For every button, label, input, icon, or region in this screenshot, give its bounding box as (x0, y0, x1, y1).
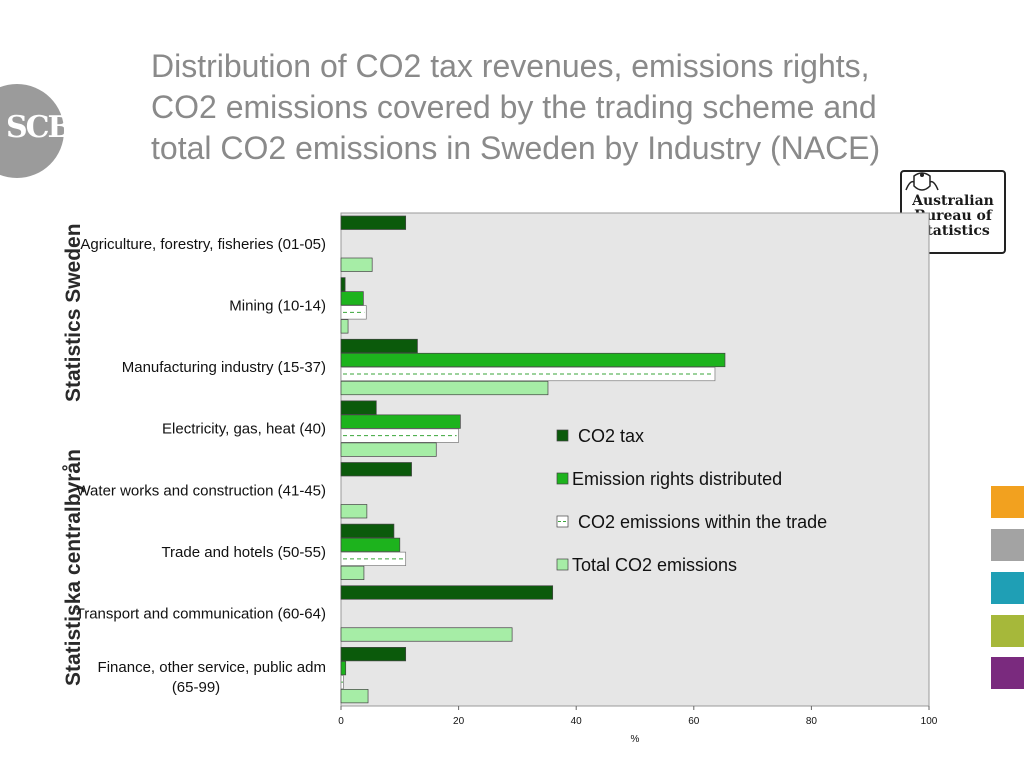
category-label: Agriculture, forestry, fisheries (01-05) (80, 236, 326, 253)
bar-co2-tax (340, 400, 377, 415)
abs-logo-line3: Statistics (916, 223, 990, 239)
x-axis-label: % (631, 734, 640, 745)
category-label-line: Finance, other service, public adm (98, 659, 326, 676)
category-label: Transport and communication (60-64) (76, 606, 326, 623)
bar-co2-tax (340, 277, 346, 292)
category-label: Finance, other service, public adm (65-99… (98, 659, 326, 696)
legend-label-total-co2: Total CO2 emissions (572, 555, 737, 575)
bar-emission-rights (340, 414, 461, 429)
bar-total-co2 (340, 565, 365, 580)
coat-of-arms-icon (905, 172, 939, 191)
color-swatch (991, 529, 1024, 561)
bar-total-co2 (340, 319, 349, 334)
abs-logo: Australian Bureau of Statistics (900, 170, 1006, 254)
x-tick-label: 100 (921, 716, 938, 727)
category-label: Manufacturing industry (15-37) (122, 359, 326, 376)
bar-co2-tax (340, 523, 395, 538)
color-swatch (991, 657, 1024, 689)
bar-co2-tax (340, 215, 407, 230)
bar-emission-rights (340, 661, 347, 676)
bar-co2-tax (340, 462, 412, 477)
page-title: Distribution of CO2 tax revenues, emissi… (151, 48, 881, 166)
color-swatch (991, 572, 1024, 604)
category-label: Trade and hotels (50-55) (161, 544, 326, 561)
bar-emission-rights (340, 291, 364, 306)
color-swatch (991, 615, 1024, 647)
bar-co2-tax (340, 647, 407, 662)
bar-total-co2 (340, 689, 369, 704)
x-tick-label: 40 (571, 716, 583, 727)
abs-logo-line1: Australian (912, 193, 994, 209)
x-tick-label: 80 (806, 716, 818, 727)
legend-swatch-co2-tax (556, 429, 569, 442)
category-label: Water works and construction (41-45) (76, 482, 326, 499)
legend-swatch-emission-rights (556, 472, 569, 485)
bar-co2-tax (340, 338, 418, 354)
x-tick-label: 60 (688, 716, 700, 727)
bar-co2-tax (340, 585, 554, 600)
bar-total-co2 (340, 380, 549, 396)
legend-swatch-within-trade (556, 515, 569, 528)
bar-emission-rights (340, 352, 726, 368)
scb-logo-text: SCB (6, 110, 73, 145)
category-label-line: (65-99) (172, 679, 220, 696)
abs-logo-line2: Bureau of (914, 208, 992, 224)
bar-total-co2 (340, 257, 373, 272)
legend-label-within-trade: CO2 emissions within the trade (578, 512, 827, 532)
legend-label-emission-rights: Emission rights distributed (572, 469, 782, 489)
bar-total-co2 (340, 627, 513, 642)
legend-swatch-total-co2 (556, 558, 569, 571)
x-tick-label: 0 (338, 716, 344, 727)
legend-label-co2-tax: CO2 tax (578, 426, 644, 446)
category-label: Mining (10-14) (229, 297, 326, 314)
bar-total-co2 (340, 442, 437, 457)
x-tick-label: 20 (453, 716, 465, 727)
category-label: Electricity, gas, heat (40) (162, 421, 326, 438)
color-swatch (991, 486, 1024, 518)
plot-area (340, 212, 930, 707)
bar-total-co2 (340, 504, 368, 519)
bar-emission-rights (340, 537, 401, 552)
